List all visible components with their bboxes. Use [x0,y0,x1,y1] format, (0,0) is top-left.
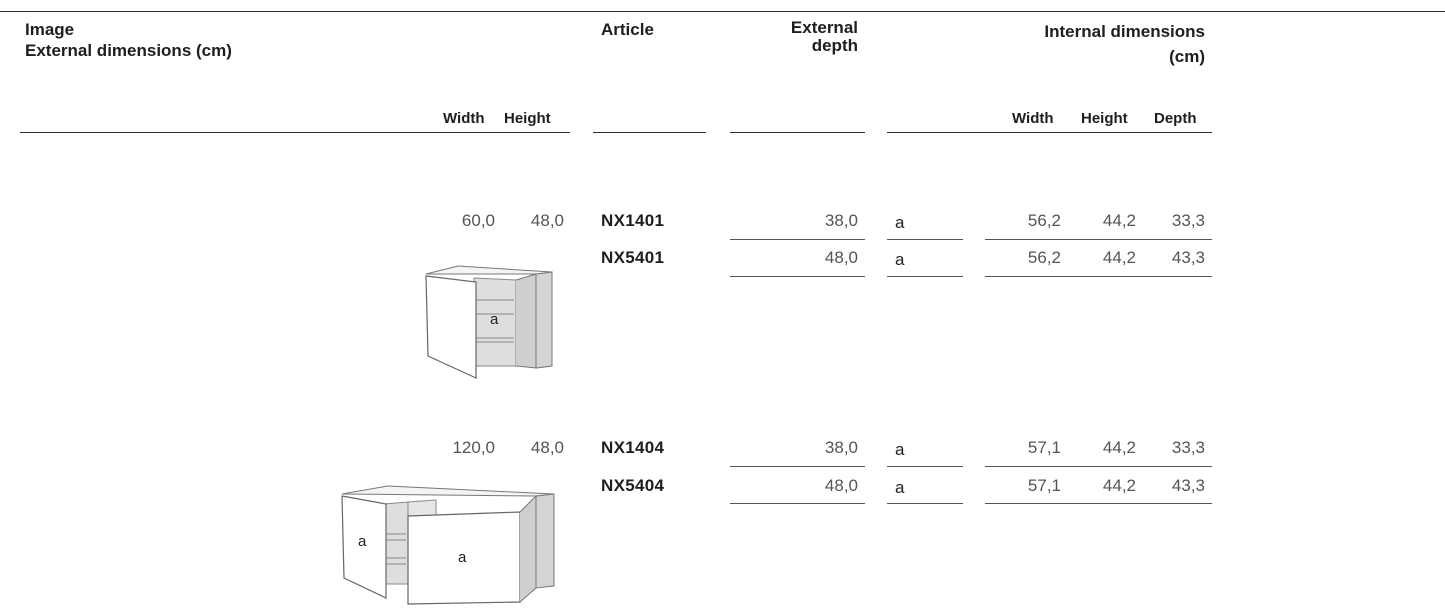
component-code: a [895,213,905,232]
internal-width-value: 57,1 [1027,476,1061,495]
row-rule [887,239,963,240]
external-depth-header-line2: depth [811,36,858,55]
component-code: a [895,478,905,497]
row-rule [985,276,1212,277]
internal-width-value: 56,2 [1027,211,1061,230]
internal-dimensions-header-line2: (cm) [1169,47,1205,66]
external-depth-value: 48,0 [824,476,858,495]
header-rule-depth [730,132,865,133]
cabinet-label-a: a [490,311,499,328]
image-header-title: Image [25,20,75,39]
internal-height-value: 44,2 [1102,248,1136,267]
single-door-cabinet-illustration: a [425,265,553,379]
internal-height-value: 44,2 [1102,476,1136,495]
internal-depth-value: 33,3 [1171,438,1205,457]
internal-height-value: 44,2 [1102,211,1136,230]
internal-height-value: 44,2 [1102,438,1136,457]
article-code: NX1401 [601,211,665,230]
row-rule [730,503,865,504]
article-header: Article [601,20,654,39]
external-dimensions-header: External dimensions (cm) [25,41,232,60]
external-depth-header: External depth [730,19,858,55]
internal-dimensions-header: Internal dimensions (cm) [960,19,1205,69]
article-code: NX5404 [601,476,665,495]
header-rule-internal [887,132,1212,133]
row-rule [985,239,1212,240]
article-code: NX1404 [601,438,665,457]
row-rule [730,239,865,240]
double-door-cabinet-illustration: a a [341,485,555,605]
row-rule [730,466,865,467]
group2-ext-width: 120,0 [452,438,495,457]
row-rule [887,466,963,467]
row-rule [887,503,963,504]
row-rule [887,276,963,277]
external-depth-value: 48,0 [824,248,858,267]
cabinet-label-a: a [358,533,367,550]
internal-depth-value: 43,3 [1171,476,1205,495]
external-depth-value: 38,0 [824,438,858,457]
external-depth-header-line1: External [790,18,858,37]
header-rule-article [593,132,706,133]
int-width-subheader: Width [1012,110,1054,127]
internal-depth-value: 43,3 [1171,248,1205,267]
header-rule-image [20,132,570,133]
group1-ext-height: 48,0 [530,211,564,230]
ext-width-subheader: Width [443,110,485,127]
article-code: NX5401 [601,248,665,267]
ext-height-subheader: Height [504,110,551,127]
component-code: a [895,440,905,459]
int-depth-subheader: Depth [1154,110,1197,127]
internal-dimensions-header-line1: Internal dimensions [1044,22,1205,41]
top-rule [0,11,1445,12]
internal-width-value: 57,1 [1027,438,1061,457]
component-code: a [895,250,905,269]
group2-ext-height: 48,0 [530,438,564,457]
row-rule [985,466,1212,467]
row-rule [730,276,865,277]
int-height-subheader: Height [1081,110,1128,127]
internal-depth-value: 33,3 [1171,211,1205,230]
cabinet-label-a-right: a [458,549,467,566]
internal-width-value: 56,2 [1027,248,1061,267]
row-rule [985,503,1212,504]
image-header: Image External dimensions (cm) [25,19,232,61]
group1-ext-width: 60,0 [461,211,495,230]
external-depth-value: 38,0 [824,211,858,230]
